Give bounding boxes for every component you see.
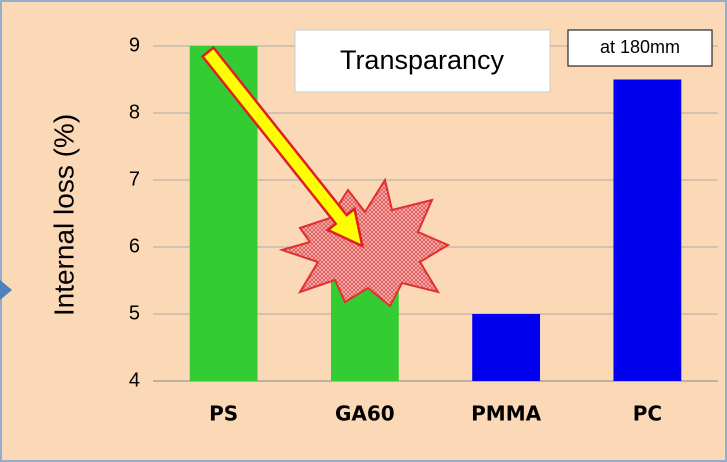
x-tick-label: PMMA [471,402,541,426]
y-tick-label: 7 [129,168,140,190]
chart: 4 5 6 7 8 9 PS GA60 PMMA PC Transparancy at 180mm… [0,0,727,462]
y-tick-label: 4 [129,369,140,391]
y-tick-label: 5 [129,302,140,324]
bar [613,80,681,382]
annotation: Transparancy [340,45,505,75]
x-tick-label: PS [209,402,238,426]
page: 4 5 6 7 8 9 PS GA60 PMMA PC Transparancy at 180mm… [0,0,727,462]
annotation: at 180mm [600,37,680,57]
y-tick-label: 9 [129,34,140,56]
y-tick-label: 6 [129,235,140,257]
x-tick-label: GA60 [335,402,395,426]
y-axis-label: Internal loss (%) [48,114,79,316]
bar [472,314,540,381]
x-tick-label: PC [633,402,662,426]
y-tick-label: 8 [129,101,140,123]
